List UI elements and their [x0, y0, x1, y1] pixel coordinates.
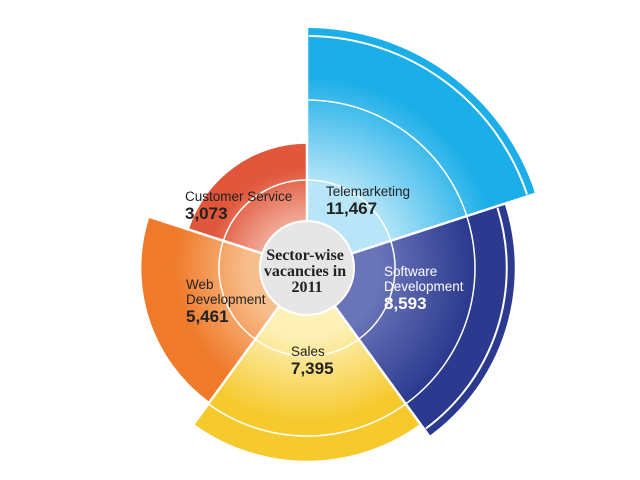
- value-telemarketing: 11,467: [326, 199, 377, 218]
- label-web-development-line-1: Web: [186, 277, 214, 292]
- ring-2-sales: [207, 403, 407, 437]
- label-web-development-line-2: Development: [186, 292, 266, 307]
- value-customer-service: 3,073: [185, 204, 228, 223]
- ring-1-software-development: [358, 240, 396, 340]
- label-software-development-line-2: Development: [384, 279, 464, 294]
- outer-ring-telemarketing: [309, 35, 528, 195]
- outer-ring-software-development: [425, 207, 508, 430]
- ring-1-web-development: [218, 240, 256, 340]
- divider-customer-service: [78, 192, 263, 255]
- value-web-development: 5,461: [186, 307, 229, 326]
- segment-web-development: [141, 216, 280, 402]
- center-title-line-1: Sector-wise: [266, 247, 344, 264]
- label-telemarketing-line-1: Telemarketing: [326, 184, 410, 199]
- ring-1-sales: [254, 338, 360, 357]
- value-sales: 7,395: [291, 359, 334, 378]
- center-title: Sector-wise vacancies in 2011: [264, 247, 350, 296]
- segment-customer-service: [188, 143, 307, 254]
- divider-sales: [333, 305, 450, 463]
- ring-1-customer-service: [222, 179, 308, 242]
- chart-labels: Telemarketing11,467SoftwareDevelopment8,…: [185, 184, 464, 378]
- ring-2-software-development: [405, 215, 476, 405]
- segment-software-development: [334, 203, 515, 437]
- center-circle: [259, 220, 355, 316]
- center-title-line-2: vacancies in: [264, 263, 346, 280]
- ring-2-telemarketing: [306, 99, 468, 217]
- divider-software-development: [351, 192, 536, 255]
- ring-1-telemarketing: [306, 179, 392, 242]
- chart-center: Sector-wise vacancies in 2011: [259, 220, 355, 316]
- divider-web-development: [164, 305, 281, 463]
- chart-segments: [141, 28, 536, 461]
- label-software-development-line-1: Software: [384, 264, 437, 279]
- segment-sales: [193, 306, 421, 461]
- center-title-line-3: 2011: [291, 279, 322, 296]
- chart-rings: [207, 35, 528, 437]
- value-software-development: 8,593: [384, 294, 427, 313]
- chart-dividers: [78, 28, 536, 463]
- segment-telemarketing: [307, 28, 536, 254]
- label-sales-line-1: Sales: [291, 344, 325, 359]
- label-customer-service-line-1: Customer Service: [185, 189, 292, 204]
